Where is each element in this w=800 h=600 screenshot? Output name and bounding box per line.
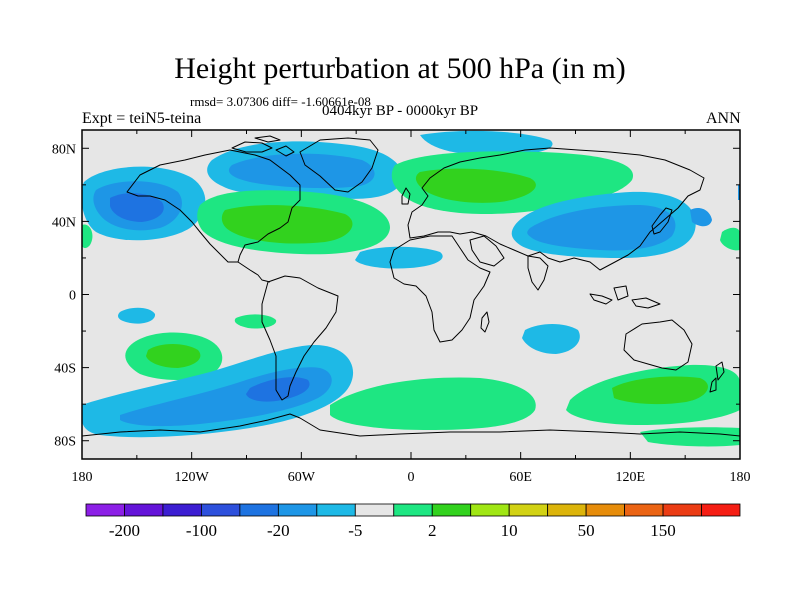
coastline-north-america — [126, 149, 301, 263]
colorbar-label: 2 — [428, 521, 437, 540]
coastline-india — [527, 255, 549, 291]
colorbar-box — [585, 503, 625, 517]
x-tick-label: 120E — [616, 470, 646, 485]
colorbar-box — [239, 503, 279, 517]
colorbar-box — [316, 503, 356, 517]
x-tick-label: 60E — [509, 470, 532, 485]
colorbar-label: 10 — [501, 521, 518, 540]
anomaly-south-pacific-high-core — [146, 344, 201, 368]
x-tick-label: 120W — [175, 470, 210, 485]
y-tick-label: 80S — [54, 435, 76, 450]
coastline-greenland — [299, 137, 379, 193]
coastline-central-america — [237, 261, 271, 283]
colorbar-box — [85, 503, 125, 517]
colorbar-box — [662, 503, 702, 517]
coastline-australia — [623, 319, 693, 371]
season-label: ANN — [706, 110, 741, 127]
colorbar-box — [393, 503, 433, 517]
coastline-africa — [389, 235, 491, 343]
coastline-new-zealand — [709, 361, 725, 393]
x-tick-label: 180 — [730, 470, 751, 485]
coastline-arabia — [469, 235, 505, 267]
rmsd-subtitle: rmsd= 3.07306 diff= -1.60661e-08 — [190, 94, 371, 109]
colorbar: -200 -100 -20 -5 2 10 50 150 — [85, 503, 741, 540]
coastline-canadian-arctic — [231, 135, 295, 157]
colorbar-label: -100 — [186, 521, 217, 540]
colorbar-box — [431, 503, 472, 517]
colorbar-label: -200 — [109, 521, 140, 540]
anomaly-north-atlantic-high-core — [221, 205, 353, 244]
x-tick-label: 0 — [408, 470, 415, 485]
colorbar-label: 50 — [578, 521, 595, 540]
colorbar-box — [470, 503, 510, 517]
coastline-madagascar — [480, 311, 490, 333]
colorbar-label: -5 — [348, 521, 362, 540]
anomaly-shading — [82, 130, 740, 447]
coastline-eurasia — [407, 147, 705, 271]
colorbar-box — [701, 503, 741, 517]
colorbar-box — [162, 503, 202, 517]
experiment-label: Expt = teiN5-teina — [82, 110, 202, 127]
anomaly-western-pacific-low-mid — [527, 205, 676, 251]
anomaly-greenland-low-mid — [228, 153, 375, 189]
colorbar-box — [354, 503, 395, 517]
coastline-indonesia — [589, 285, 661, 309]
colorbar-box — [547, 503, 587, 517]
y-tick-label: 40S — [54, 362, 76, 377]
coastline-japan — [651, 207, 673, 235]
anomaly-north-pacific-low-core — [110, 193, 164, 222]
x-tick-label: 60W — [288, 470, 316, 485]
colorbar-label: -20 — [267, 521, 290, 540]
plot-title: Height perturbation at 500 hPa (in m) — [174, 52, 626, 85]
coastline-uk — [401, 187, 411, 205]
colorbar-box — [124, 503, 164, 517]
anomaly-southeast-pacific-low-core — [246, 377, 310, 402]
colorbar-box — [624, 503, 664, 517]
anomaly-south-indian-high-core — [612, 376, 708, 405]
period-label: 0404kyr BP - 0000kyr BP — [322, 103, 479, 119]
anomaly-eurasia-high-core — [415, 168, 536, 203]
x-tick-label: 180 — [72, 470, 93, 485]
y-tick-label: 40N — [52, 215, 76, 230]
anomaly-south-atlantic-high — [330, 377, 536, 430]
y-tick-label: 80N — [52, 142, 76, 157]
colorbar-box — [277, 503, 318, 517]
axis-ticks: 180 120W 60W 0 60E 120E 180 80N 40N 0 40S 80S — [52, 130, 751, 485]
coastline-south-america — [261, 275, 339, 401]
coastlines — [82, 135, 740, 437]
coastline-antarctica — [82, 413, 740, 437]
colorbar-box — [201, 503, 241, 517]
colorbar-box — [508, 503, 549, 517]
colorbar-label: 150 — [650, 521, 676, 540]
y-tick-label: 0 — [69, 289, 76, 304]
